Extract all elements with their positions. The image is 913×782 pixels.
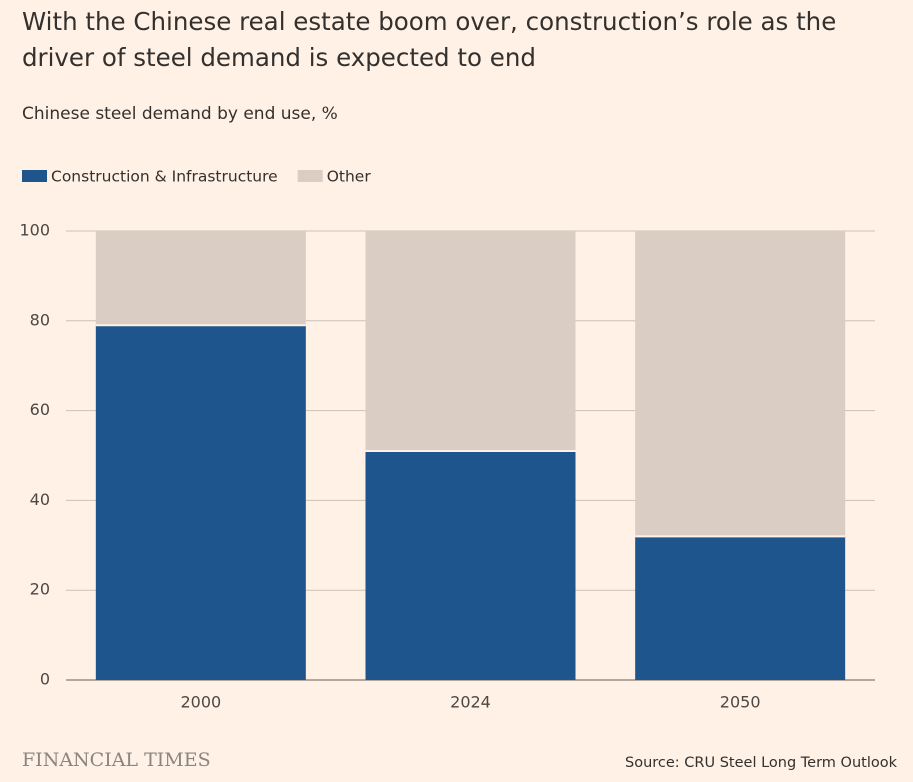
- legend-label: Construction & Infrastructure: [51, 168, 278, 186]
- brand: FINANCIAL TIMES: [22, 749, 211, 771]
- bar-segment: [365, 451, 576, 680]
- legend-swatch: [297, 170, 323, 182]
- bar-segment: [95, 231, 306, 326]
- x-tick-label: 2050: [720, 693, 761, 712]
- x-tick-label: 2024: [450, 693, 491, 712]
- chart-title: With the Chinese real estate boom over, …: [22, 7, 837, 72]
- chart-subtitle: Chinese steel demand by end use, %: [22, 104, 338, 124]
- x-tick-label: 2000: [180, 693, 221, 712]
- bar-segment: [365, 231, 576, 452]
- y-tick-label: 0: [40, 670, 50, 689]
- bar-segment: [635, 536, 846, 680]
- y-tick-label: 20: [30, 580, 50, 599]
- legend-swatch: [22, 170, 47, 182]
- y-tick-label: 60: [30, 400, 50, 419]
- legend-label: Other: [327, 168, 372, 186]
- y-tick-label: 100: [19, 221, 50, 240]
- bar-segment: [95, 325, 306, 680]
- y-tick-label: 40: [30, 490, 50, 509]
- source: Source: CRU Steel Long Term Outlook: [625, 755, 898, 771]
- y-tick-label: 80: [30, 310, 50, 329]
- bar-segment: [635, 231, 846, 537]
